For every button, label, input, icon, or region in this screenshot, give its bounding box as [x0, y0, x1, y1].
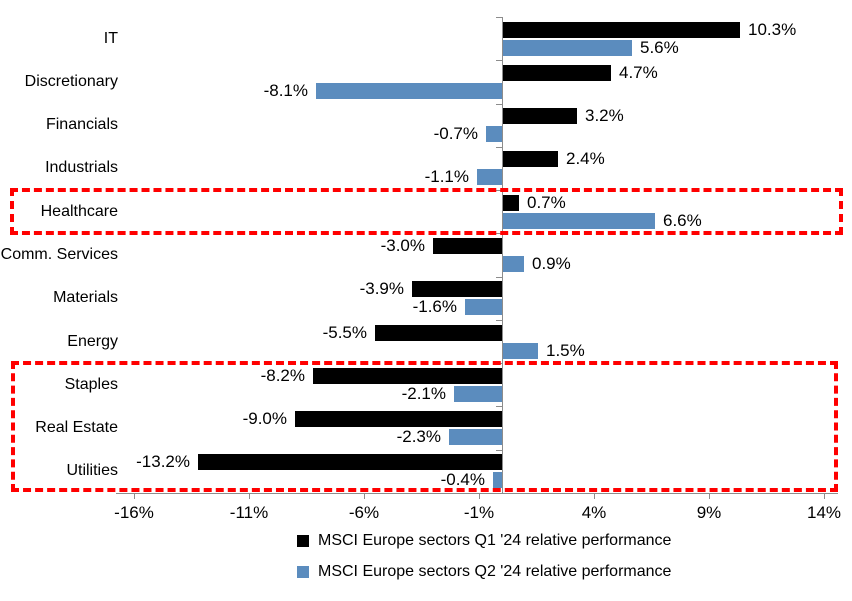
bar-value-label: 1.5% [546, 341, 585, 360]
y-axis-tick [496, 104, 503, 105]
y-axis-tick [496, 17, 503, 18]
legend-swatch-icon [297, 535, 309, 547]
bar-value-label: -8.2% [260, 366, 305, 385]
bar-value-label: -1.1% [424, 167, 469, 186]
bar-q1 [503, 151, 558, 167]
bar-q1 [198, 454, 502, 470]
x-tick-label: -1% [463, 503, 495, 522]
category-label: Materials [53, 289, 118, 306]
x-axis-line [116, 493, 838, 494]
bar-q1 [375, 325, 502, 341]
bar-value-label: -3.0% [380, 236, 425, 255]
bar-q2 [465, 299, 502, 315]
bar-q2 [503, 213, 655, 229]
legend-label: MSCI Europe sectors Q2 '24 relative perf… [318, 563, 672, 580]
bar-value-label: 10.3% [748, 20, 797, 39]
bar-q2 [493, 472, 502, 488]
bar-value-label: 3.2% [585, 106, 624, 125]
category-label: Energy [67, 333, 118, 350]
bar-q2 [454, 386, 502, 402]
legend: MSCI Europe sectors Q1 '24 relative perf… [297, 531, 671, 593]
bar-q1 [295, 411, 502, 427]
bar-value-label: 0.7% [527, 193, 566, 212]
bar-q1 [313, 368, 502, 384]
bar-q1 [433, 238, 502, 254]
x-axis-tick [134, 493, 135, 499]
bar-value-label: 2.4% [566, 149, 605, 168]
bar-value-label: -3.9% [359, 279, 404, 298]
legend-label: MSCI Europe sectors Q1 '24 relative perf… [318, 532, 672, 549]
y-axis-tick [496, 450, 503, 451]
bar-q2 [503, 343, 538, 359]
y-axis-tick [496, 147, 503, 148]
category-label: Financials [45, 116, 118, 133]
x-axis-tick [824, 493, 825, 499]
bar-value-label: -0.7% [433, 124, 478, 143]
y-axis-tick [496, 406, 503, 407]
bar-value-label: 4.7% [619, 63, 658, 82]
legend-swatch-icon [297, 566, 309, 578]
y-axis-tick [496, 493, 503, 494]
bar-value-label: -8.1% [263, 81, 308, 100]
category-label: Discretionary [24, 73, 118, 90]
highlight-box [11, 361, 838, 492]
bar-value-label: 6.6% [663, 211, 702, 230]
y-axis-tick [496, 320, 503, 321]
x-tick-label: -16% [114, 503, 154, 522]
legend-entry: MSCI Europe sectors Q1 '24 relative perf… [297, 531, 671, 551]
bar-value-label: -1.6% [412, 297, 457, 316]
bar-q2 [449, 429, 502, 445]
x-tick-label: -6% [348, 503, 380, 522]
bar-value-label: -9.0% [242, 409, 287, 428]
bar-q2 [477, 169, 502, 185]
y-axis-line [502, 17, 503, 493]
category-label: Utilities [66, 462, 118, 479]
bar-q1 [503, 22, 740, 38]
category-label: IT [103, 30, 118, 47]
x-axis-tick [479, 493, 480, 499]
bar-value-label: -13.2% [136, 452, 190, 471]
y-axis-tick [496, 60, 503, 61]
bar-value-label: 5.6% [640, 38, 679, 57]
bar-q2 [503, 40, 632, 56]
bar-q2 [486, 126, 502, 142]
x-axis-tick [249, 493, 250, 499]
x-tick-label: 14% [806, 503, 842, 522]
category-label: Staples [64, 376, 118, 393]
x-tick-label: 4% [581, 503, 607, 522]
category-label: Comm. Services [0, 246, 118, 263]
y-axis-tick [496, 277, 503, 278]
category-label: Industrials [45, 159, 118, 176]
category-label: Real Estate [35, 419, 118, 436]
bar-q1 [503, 65, 611, 81]
bar-q1 [503, 108, 577, 124]
x-axis-tick [709, 493, 710, 499]
x-axis-tick [594, 493, 595, 499]
bar-value-label: -0.4% [440, 470, 485, 489]
x-tick-label: -11% [229, 503, 269, 522]
bar-value-label: -5.5% [322, 323, 367, 342]
x-tick-label: 9% [696, 503, 722, 522]
highlight-box [10, 188, 843, 235]
bar-q2 [316, 83, 502, 99]
bar-value-label: -2.1% [401, 384, 446, 403]
legend-entry: MSCI Europe sectors Q2 '24 relative perf… [297, 562, 671, 582]
bar-value-label: 0.9% [532, 254, 571, 273]
bar-q1 [412, 281, 502, 297]
bar-q1 [503, 195, 519, 211]
bar-value-label: -2.3% [396, 427, 441, 446]
category-label: Healthcare [40, 203, 118, 220]
bar-q2 [503, 256, 524, 272]
x-axis-tick [364, 493, 365, 499]
